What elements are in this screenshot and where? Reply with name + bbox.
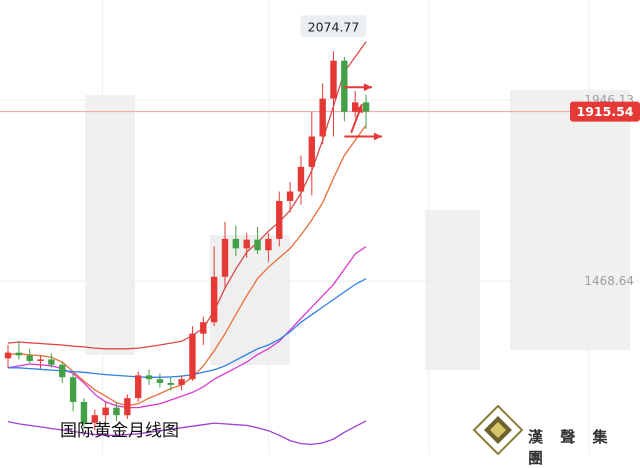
indicator-line-5 [7,420,367,446]
candle-down [156,379,164,383]
candle-down [167,382,174,385]
indicator-line-3 [7,245,367,409]
candle-down [145,375,153,380]
peak-label-bg [300,15,367,38]
brand-name: 漢 聲 集 團 [528,428,614,467]
y-tick-label: 1468.64 [584,274,634,288]
trend-arrow-head [373,132,382,141]
candle-up [319,98,326,137]
current-price-badge [570,101,640,122]
candle-up [178,379,185,385]
indicator-line-1 [7,124,367,407]
candle-layer [4,51,370,431]
candle-down [15,352,23,356]
candle-up [37,359,44,361]
chart-title: 国际黄金月线图 [60,421,179,441]
brand-watermark: 漢 聲 集 團 [468,402,640,467]
candle-up [286,191,294,201]
candle-down [341,60,348,112]
background-decoration [85,90,630,370]
candle-up [91,415,98,423]
current-price-text: 1915.54 [577,104,634,119]
trend-arrow-head [355,104,363,114]
candle-down [113,407,120,416]
candle-down [254,239,261,251]
candle-up [352,102,359,112]
annotation-layer: 2074.77 [300,15,382,141]
candle-down [59,364,66,378]
candle-down [69,377,77,402]
trend-arrow-head [363,83,372,92]
peak-label-text: 2074.77 [308,19,360,34]
candle-up [221,238,229,277]
candle-down [26,355,33,361]
grid-layer [0,0,640,455]
candle-up [210,276,218,323]
indicator-line-2 [7,41,367,350]
candle-up [243,239,250,249]
line-layer [7,41,367,446]
candle-up [265,238,272,251]
candle-down [48,359,55,365]
indicator-line-4 [8,278,367,378]
candle-down [80,401,88,423]
candle-up [200,322,207,334]
candle-down [362,102,370,112]
candle-up [308,136,315,167]
peak-label: 2074.77 [300,15,367,38]
candle-up [124,398,131,416]
candle-up [276,200,283,239]
candle-up [102,407,109,416]
candle-up [189,333,196,380]
candle-up [4,352,12,359]
candle-up [297,166,305,192]
candle-up [330,60,337,99]
candle-down [232,238,240,249]
candle-up [135,375,142,399]
brand-logo-icon [472,404,524,456]
